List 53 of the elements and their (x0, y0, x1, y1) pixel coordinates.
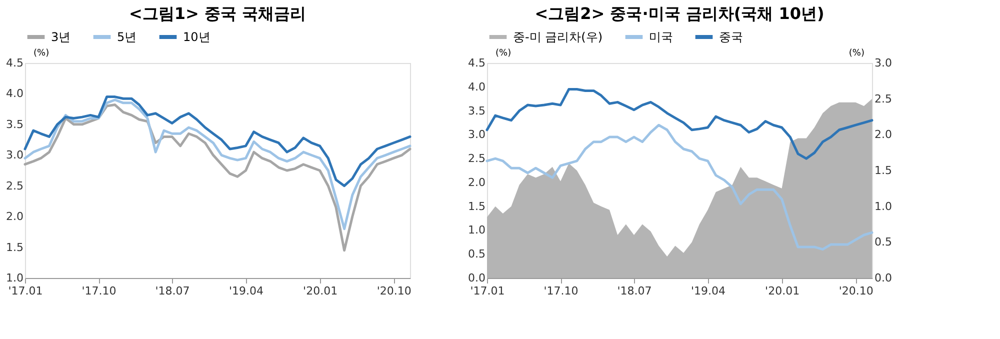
y-tick-label: 2.5 (6, 179, 24, 192)
line-series (486, 88, 874, 160)
x-tick-label: '18.07 (155, 284, 190, 298)
y-tick-label: 2.0 (468, 176, 486, 189)
y-tick-label: 3.0 (468, 128, 486, 142)
y2-tick-label: 3.0 (874, 56, 892, 70)
y-tick-label: 3.0 (6, 148, 24, 162)
y-tick-label: 3.5 (6, 118, 24, 131)
x-tick-label: '19.04 (691, 284, 726, 298)
y-tick-label: 1.0 (6, 272, 24, 284)
y-tick-label: 4.0 (468, 80, 486, 94)
y2-tick-label: 0.5 (874, 236, 892, 249)
x-tick-label: '17.01 (8, 284, 43, 298)
y2-tick-label: 2.0 (874, 128, 892, 142)
x-tick-label: '20.10 (376, 284, 412, 298)
line-series (24, 104, 412, 252)
line-series (24, 96, 412, 188)
x-tick-label: '17.10 (82, 284, 116, 298)
y-tick-label: 0.0 (468, 272, 486, 284)
y-tick-label: 3.5 (468, 104, 486, 118)
line-series (24, 98, 412, 230)
y-tick-label: 1.5 (6, 240, 24, 254)
x-tick-label: '20.01 (303, 284, 338, 298)
x-tick-label: '17.01 (470, 284, 505, 298)
y-axis-title: (%) (496, 48, 512, 58)
y-tick-label: 1.5 (468, 200, 486, 213)
legend-label: 3년 (51, 30, 71, 44)
legend-label: 미국 (649, 30, 673, 44)
chart-title: <그림1> 중국 국채금리 (128, 4, 306, 23)
x-tick-label: '18.07 (617, 284, 652, 298)
y-tick-label: 4.0 (6, 87, 24, 100)
y2-tick-label: 0.0 (874, 272, 892, 284)
y-tick-label: 2.0 (6, 210, 24, 224)
y2-tick-label: 1.5 (874, 164, 892, 177)
y-tick-label: 4.5 (6, 56, 24, 70)
x-tick-label: '17.10 (544, 284, 578, 298)
y-axis-title: (%) (34, 48, 50, 58)
y2-axis-title: (%) (848, 48, 864, 58)
legend-label: 중국 (719, 30, 743, 44)
y2-tick-label: 1.0 (874, 200, 892, 213)
y2-tick-label: 2.5 (874, 92, 892, 106)
y-tick-label: 4.5 (468, 56, 486, 70)
x-tick-label: '20.01 (765, 284, 800, 298)
y-tick-label: 0.5 (468, 248, 486, 261)
chart-title: <그림2> 중국·미국 금리차(국채 10년) (534, 4, 824, 23)
legend-label: 10년 (183, 30, 210, 44)
line-series (486, 124, 874, 251)
y-tick-label: 1.0 (468, 224, 486, 237)
legend-label: 5년 (117, 30, 137, 44)
legend-label: 중-미 금리차(우) (513, 30, 603, 44)
x-tick-label: '20.10 (838, 284, 874, 298)
x-tick-label: '19.04 (229, 284, 264, 298)
y-tick-label: 2.5 (468, 152, 486, 166)
